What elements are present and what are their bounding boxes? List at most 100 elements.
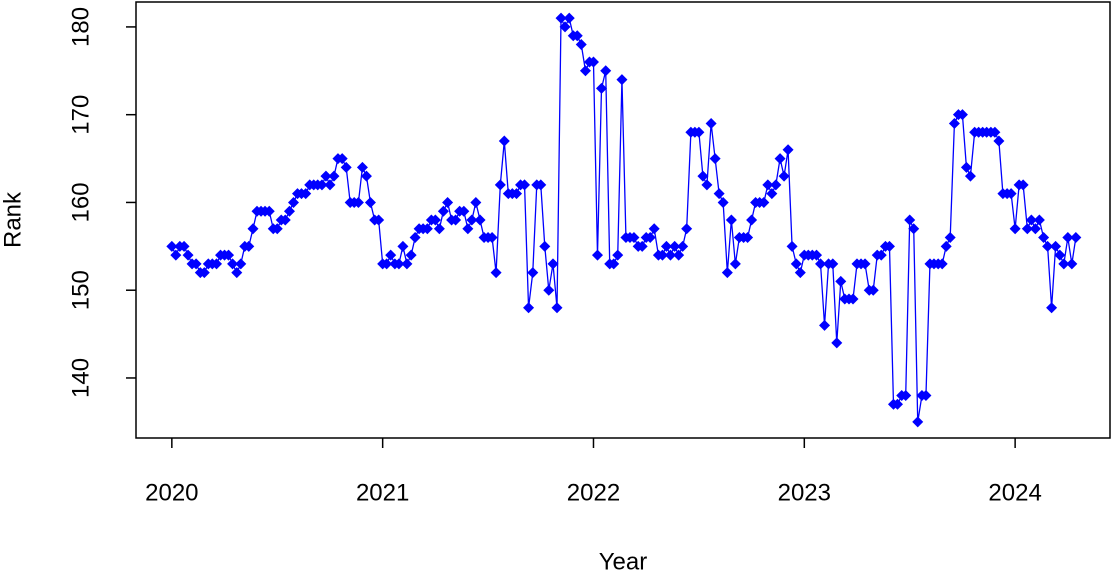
marker: [677, 240, 689, 252]
marker: [681, 223, 693, 235]
marker: [835, 275, 847, 287]
marker: [235, 258, 247, 270]
marker: [474, 214, 486, 226]
marker: [198, 267, 210, 279]
marker: [466, 214, 478, 226]
marker: [794, 267, 806, 279]
marker: [462, 223, 474, 235]
marker: [324, 179, 336, 191]
marker: [656, 249, 668, 261]
marker: [385, 249, 397, 261]
marker: [283, 205, 295, 217]
marker: [373, 214, 385, 226]
marker: [336, 153, 348, 165]
marker: [320, 170, 332, 182]
marker: [243, 240, 255, 252]
marker: [279, 214, 291, 226]
marker: [883, 240, 895, 252]
marker: [316, 179, 328, 191]
marker: [713, 188, 725, 200]
marker: [608, 258, 620, 270]
marker: [437, 205, 449, 217]
marker: [559, 21, 571, 33]
marker: [936, 258, 948, 270]
marker: [1050, 240, 1062, 252]
marker: [636, 240, 648, 252]
marker: [746, 214, 758, 226]
marker: [1054, 249, 1066, 261]
marker: [709, 153, 721, 165]
marker: [498, 135, 510, 147]
marker: [908, 223, 920, 235]
marker: [944, 232, 956, 244]
marker: [697, 170, 709, 182]
marker: [494, 179, 506, 191]
marker: [770, 179, 782, 191]
marker: [523, 302, 535, 314]
marker: [575, 38, 587, 50]
marker: [960, 161, 972, 173]
y-tick-label: 150: [67, 270, 94, 310]
marker: [891, 398, 903, 410]
marker: [300, 188, 312, 200]
marker: [989, 126, 1001, 138]
marker: [819, 319, 831, 331]
marker: [340, 161, 352, 173]
marker: [612, 249, 624, 261]
marker: [993, 135, 1005, 147]
marker: [790, 258, 802, 270]
marker: [450, 214, 462, 226]
marker: [628, 232, 640, 244]
x-axis-title: Year: [599, 548, 648, 575]
marker: [648, 223, 660, 235]
marker: [725, 214, 737, 226]
marker: [867, 284, 879, 296]
marker: [1009, 223, 1021, 235]
marker: [600, 65, 612, 77]
marker: [1033, 214, 1045, 226]
marker: [786, 240, 798, 252]
marker: [847, 293, 859, 305]
marker: [587, 56, 599, 68]
marker: [511, 188, 523, 200]
x-tick-label: 2024: [988, 479, 1041, 506]
marker: [1046, 302, 1058, 314]
marker: [223, 249, 235, 261]
marker: [875, 249, 887, 261]
y-tick-label: 160: [67, 182, 94, 222]
marker: [912, 416, 924, 428]
marker: [401, 258, 413, 270]
marker: [247, 223, 259, 235]
marker: [758, 196, 770, 208]
marker: [579, 65, 591, 77]
marker: [539, 240, 551, 252]
marker: [591, 249, 603, 261]
marker: [1017, 179, 1029, 191]
marker: [527, 267, 539, 279]
marker: [595, 82, 607, 94]
marker: [405, 249, 417, 261]
marker: [616, 74, 628, 86]
marker: [409, 232, 421, 244]
marker: [490, 267, 502, 279]
marker: [1021, 223, 1033, 235]
x-tick-label: 2020: [145, 479, 198, 506]
marker: [827, 258, 839, 270]
marker: [442, 196, 454, 208]
marker: [664, 249, 676, 261]
y-tick-label: 170: [67, 95, 94, 135]
marker: [729, 258, 741, 270]
marker: [964, 170, 976, 182]
marker: [182, 249, 194, 261]
marker: [571, 30, 583, 42]
marker: [742, 232, 754, 244]
marker: [948, 117, 960, 129]
marker: [762, 179, 774, 191]
marker: [1070, 232, 1082, 244]
marker: [693, 126, 705, 138]
marker: [940, 240, 952, 252]
marker: [778, 170, 790, 182]
marker: [178, 240, 190, 252]
x-tick-label: 2022: [567, 479, 620, 506]
